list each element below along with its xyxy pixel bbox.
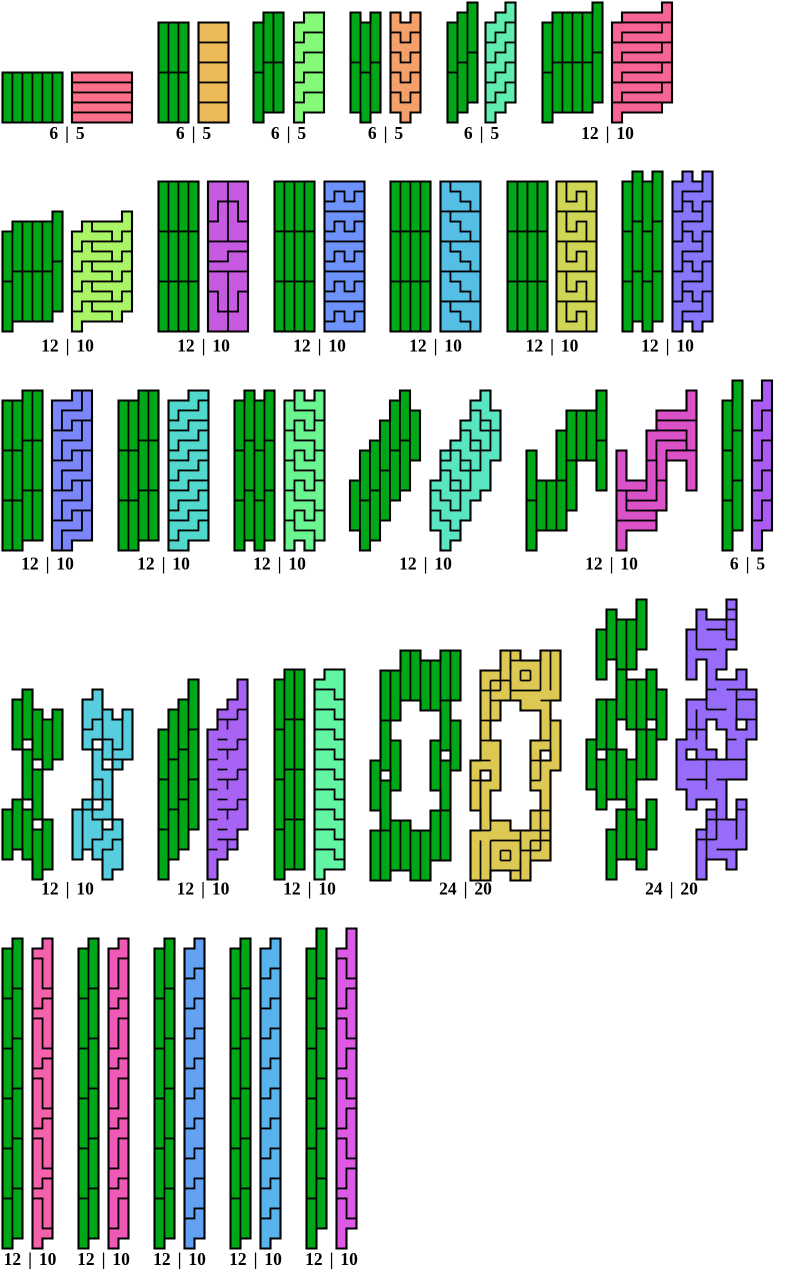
svg-text:12 | 10: 12 | 10 [305,1249,358,1269]
svg-text:6 | 5: 6 | 5 [464,123,500,143]
svg-text:24 | 20: 24 | 20 [645,879,698,899]
svg-text:12 | 10: 12 | 10 [21,554,74,574]
svg-text:12 | 10: 12 | 10 [409,336,462,356]
svg-text:12 | 10: 12 | 10 [177,879,230,899]
svg-text:6 | 5: 6 | 5 [176,123,212,143]
svg-text:12 | 10: 12 | 10 [641,336,694,356]
svg-text:12 | 10: 12 | 10 [77,1249,130,1269]
svg-text:6 | 5: 6 | 5 [49,123,85,143]
svg-text:12 | 10: 12 | 10 [581,123,634,143]
svg-text:12 | 10: 12 | 10 [253,554,306,574]
svg-text:12 | 10: 12 | 10 [41,336,94,356]
svg-text:12 | 10: 12 | 10 [283,879,336,899]
svg-text:12 | 10: 12 | 10 [4,1249,57,1269]
svg-text:12 | 10: 12 | 10 [41,879,94,899]
svg-text:6 | 5: 6 | 5 [730,554,766,574]
svg-text:12 | 10: 12 | 10 [585,554,638,574]
svg-text:12 | 10: 12 | 10 [399,554,452,574]
svg-text:12 | 10: 12 | 10 [137,554,190,574]
svg-text:12 | 10: 12 | 10 [293,336,346,356]
svg-text:12 | 10: 12 | 10 [526,336,579,356]
svg-text:12 | 10: 12 | 10 [153,1249,206,1269]
svg-text:6 | 5: 6 | 5 [271,123,307,143]
svg-text:12 | 10: 12 | 10 [177,336,230,356]
svg-text:24 | 20: 24 | 20 [439,879,492,899]
svg-text:6 | 5: 6 | 5 [368,123,404,143]
svg-text:12 | 10: 12 | 10 [229,1249,282,1269]
